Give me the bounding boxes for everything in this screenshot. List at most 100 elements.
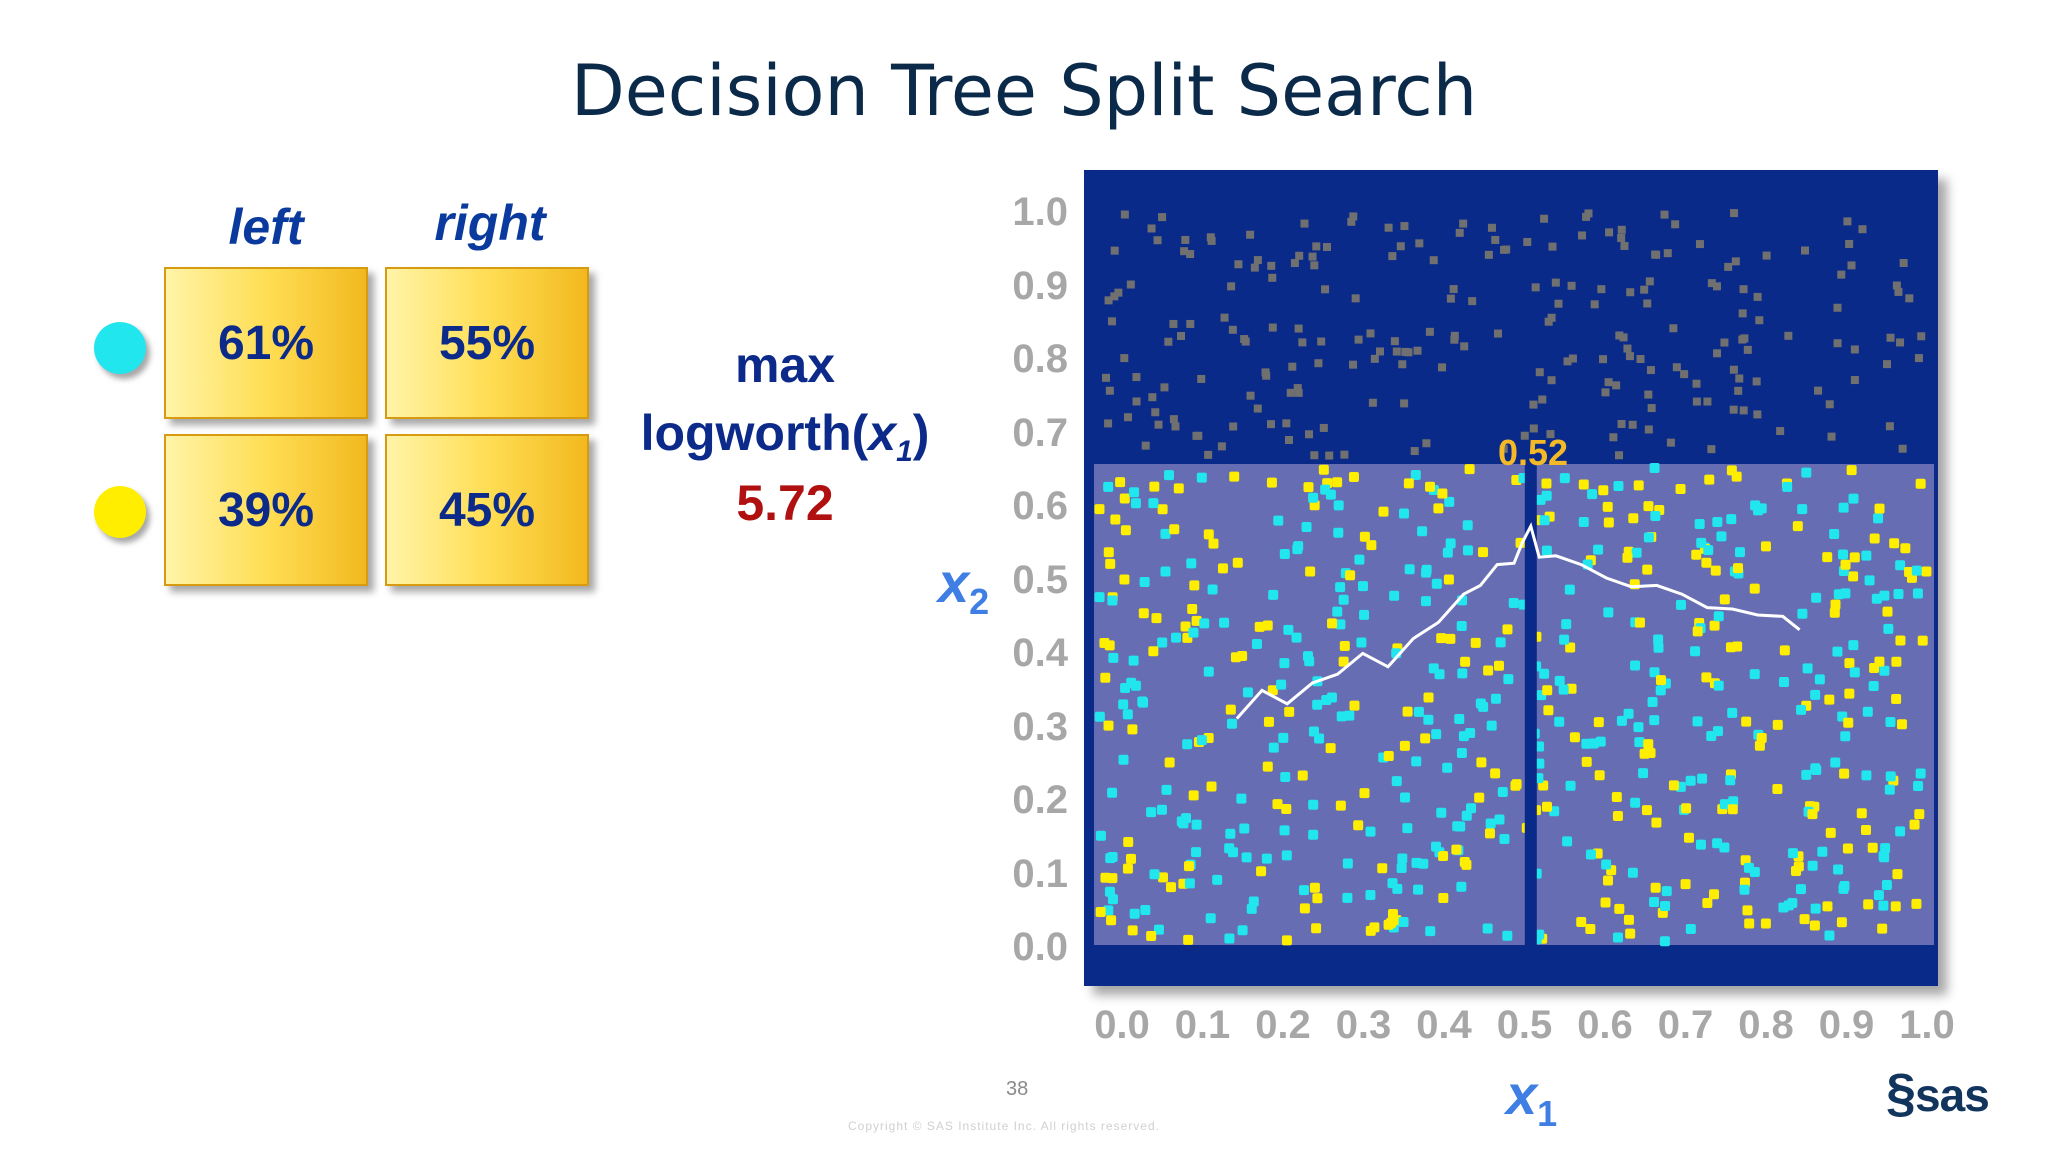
yellow-data-point <box>1634 617 1645 628</box>
cyan-data-point <box>1811 592 1822 603</box>
cyan-data-point <box>1103 481 1114 492</box>
cyan-data-point <box>1837 549 1848 560</box>
yellow-data-point <box>1148 646 1159 657</box>
yellow-data-point <box>1383 919 1394 930</box>
cyan-data-point <box>1885 771 1896 782</box>
yellow-data-point <box>1438 851 1449 862</box>
gray-data-point <box>1660 210 1669 219</box>
cyan-data-point <box>1148 498 1159 509</box>
gray-data-point <box>1601 388 1610 397</box>
gray-data-point <box>1284 435 1293 444</box>
gray-data-point <box>1738 309 1747 318</box>
yellow-data-point <box>1643 501 1654 512</box>
gray-data-point <box>1455 228 1464 237</box>
gray-data-point <box>1314 359 1323 368</box>
yellow-data-point <box>1628 513 1639 524</box>
yellow-data-point <box>1327 618 1338 629</box>
gray-data-point <box>1392 347 1401 356</box>
cyan-data-point <box>1796 704 1807 715</box>
gray-data-point <box>1415 239 1424 248</box>
yellow-data-point <box>1915 478 1926 489</box>
yellow-data-point <box>1840 559 1851 570</box>
yellow-data-point <box>1756 733 1767 744</box>
cyan-data-point <box>1164 470 1175 481</box>
gray-data-point <box>1404 348 1413 357</box>
cyan-data-point <box>1139 576 1150 587</box>
yellow-data-point <box>1704 474 1715 485</box>
cyan-data-point <box>1326 692 1337 703</box>
gray-data-point <box>1640 285 1649 294</box>
yellow-data-point <box>1183 861 1194 872</box>
gray-data-point <box>1529 400 1538 409</box>
yellow-data-point <box>1104 640 1115 651</box>
yellow-data-point <box>1890 901 1901 912</box>
cyan-data-point <box>1094 592 1105 603</box>
gray-data-point <box>1917 332 1926 341</box>
yellow-data-point <box>1836 917 1847 928</box>
yellow-data-point <box>1272 799 1283 810</box>
cyan-data-point <box>1456 747 1467 758</box>
cyan-data-point <box>1445 538 1456 549</box>
yellow-data-point <box>1378 506 1389 517</box>
cyan-data-point <box>1140 905 1151 916</box>
cyan-data-point <box>1399 792 1410 803</box>
cyan-data-point <box>1485 818 1496 829</box>
cyan-data-point <box>1462 520 1473 531</box>
gray-data-point <box>1169 319 1178 328</box>
gray-data-point <box>1814 386 1823 395</box>
cyan-data-point <box>1801 769 1812 780</box>
cyan-data-point <box>1849 667 1860 678</box>
cyan-data-point <box>1107 894 1118 905</box>
gray-data-point <box>1310 261 1319 270</box>
yellow-data-point <box>1891 656 1902 667</box>
cyan-data-point <box>1160 566 1171 577</box>
cyan-data-point <box>1156 804 1167 815</box>
gray-data-point <box>1743 345 1752 354</box>
gray-data-point <box>1153 236 1162 245</box>
cyan-data-point <box>1490 693 1501 704</box>
gray-data-point <box>1833 339 1842 348</box>
gray-data-point <box>1261 368 1270 377</box>
metric-max-label: max <box>734 337 836 393</box>
cyan-data-point <box>1623 708 1634 719</box>
yellow-data-point <box>1263 716 1274 727</box>
gray-data-point <box>1628 420 1637 429</box>
gray-data-point <box>1914 354 1923 363</box>
gray-data-point <box>1645 277 1654 286</box>
yellow-data-point <box>1643 739 1654 750</box>
cyan-data-point <box>1706 731 1717 742</box>
yellow-data-point <box>1157 504 1168 515</box>
cyan-data-point <box>1268 589 1279 600</box>
cyan-data-point <box>1456 881 1467 892</box>
yellow-data-point <box>1237 650 1248 661</box>
cyan-data-point <box>1554 716 1565 727</box>
cyan-data-point <box>1444 496 1455 507</box>
cyan-data-point <box>1302 651 1313 662</box>
yellow-data-point <box>1612 811 1623 822</box>
yellow-data-point <box>1642 564 1653 575</box>
cyan-data-point <box>1335 582 1346 593</box>
gray-data-point <box>1707 279 1716 288</box>
cyan-data-point <box>1712 838 1723 849</box>
yellow-data-point <box>1892 869 1903 880</box>
cyan-data-point <box>1561 619 1572 630</box>
cyan-data-point <box>1630 660 1641 671</box>
cyan-data-point <box>1494 814 1505 825</box>
gray-data-point <box>1468 297 1477 306</box>
yellow-data-point <box>1443 574 1454 585</box>
yellow-data-point <box>1187 603 1198 614</box>
cyan-data-point <box>1413 884 1424 895</box>
yellow-data-point <box>1848 571 1859 582</box>
cyan-data-point <box>1118 754 1129 765</box>
gray-data-point <box>1349 212 1358 221</box>
gray-data-point <box>1422 439 1431 448</box>
gray-data-point <box>1734 386 1743 395</box>
gray-data-point <box>1312 242 1321 251</box>
gray-data-point <box>1713 349 1722 358</box>
gray-data-point <box>1487 223 1496 232</box>
cyan-data-point <box>1205 913 1216 924</box>
gray-data-point <box>1680 370 1689 379</box>
yellow-data-point <box>1318 464 1329 475</box>
gray-data-point <box>1567 281 1576 290</box>
x-tick-label: 0.6 <box>1577 1003 1633 1047</box>
